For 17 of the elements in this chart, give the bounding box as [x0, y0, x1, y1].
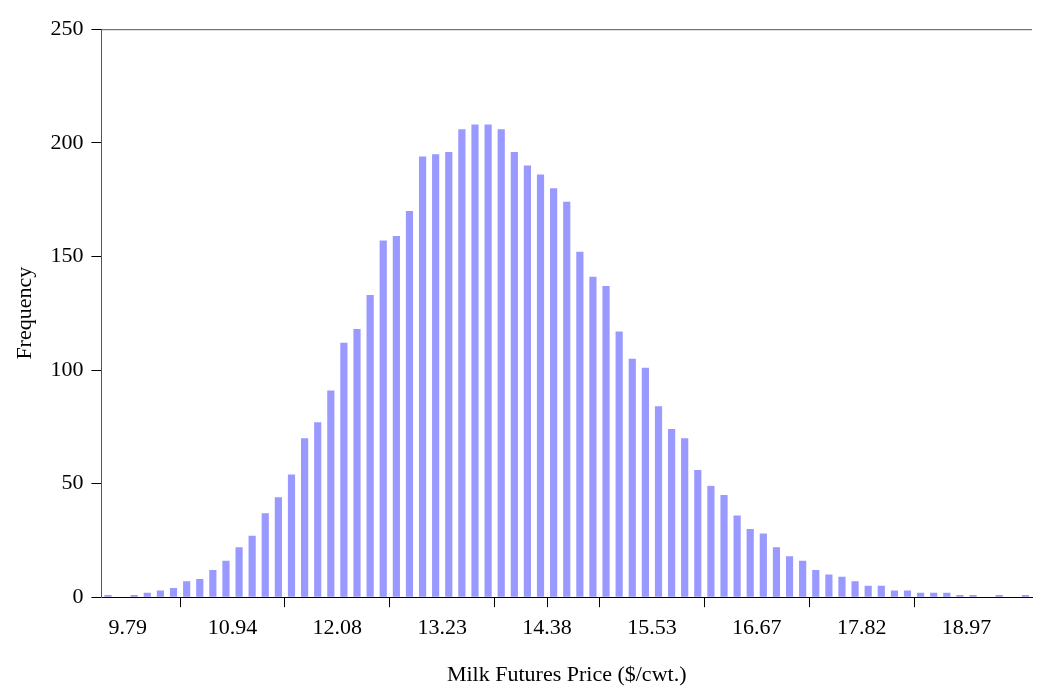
x-tick-label: 9.79	[108, 614, 147, 640]
x-axis-title: Milk Futures Price ($/cwt.)	[446, 660, 687, 686]
x-tick-label: 16.67	[731, 614, 782, 640]
x-tick-label: 12.08	[312, 614, 363, 640]
x-tick-label: 17.82	[836, 614, 887, 640]
y-tick-label: 0	[72, 582, 84, 608]
y-tick-label: 100	[50, 355, 84, 381]
x-tick-label: 18.97	[941, 614, 992, 640]
x-tick-label: 13.23	[417, 614, 467, 640]
x-tick-label: 14.38	[522, 614, 572, 640]
y-tick-label: 250	[50, 14, 84, 40]
y-tick-label: 50	[61, 469, 84, 495]
y-tick-label: 150	[50, 242, 84, 268]
x-tick-label: 10.94	[207, 614, 258, 640]
y-tick-label: 200	[50, 128, 84, 154]
x-tick-label: 15.53	[627, 614, 677, 640]
y-axis-title: Frequency	[10, 266, 36, 360]
